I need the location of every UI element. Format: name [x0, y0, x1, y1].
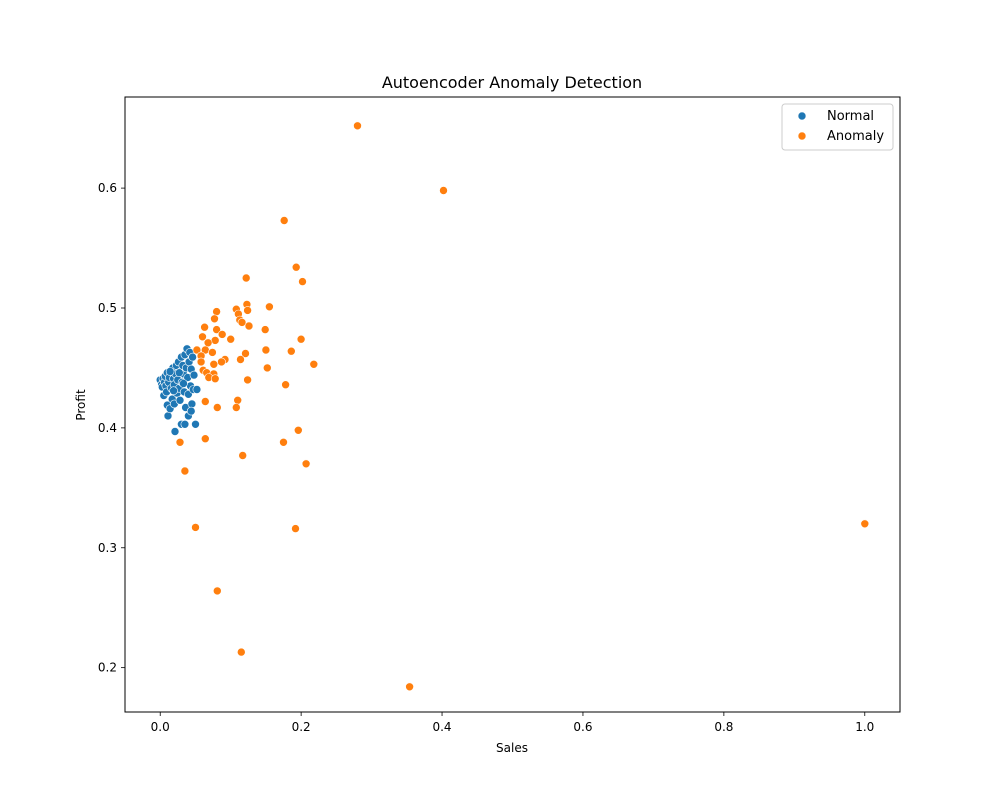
point-anomaly	[296, 334, 306, 344]
point-normal	[191, 419, 200, 429]
x-tick-label: 0.8	[714, 720, 733, 734]
y-tick-label: 0.6	[98, 181, 117, 195]
point-normal	[163, 411, 173, 421]
legend-label-anomaly: Anomaly	[827, 129, 884, 144]
point-anomaly	[210, 314, 219, 324]
point-anomaly	[237, 647, 246, 657]
point-anomaly	[226, 334, 235, 344]
chart-title: Autoencoder Anomaly Detection	[382, 73, 642, 92]
point-anomaly	[286, 346, 296, 356]
legend-marker-anomaly	[797, 131, 807, 141]
point-anomaly	[196, 357, 206, 367]
point-anomaly	[353, 121, 362, 131]
point-anomaly	[232, 403, 241, 412]
x-axis-label: Sales	[496, 741, 528, 755]
point-normal	[188, 352, 197, 362]
point-anomaly	[217, 330, 227, 339]
point-anomaly	[237, 318, 247, 327]
point-anomaly	[860, 519, 870, 529]
x-tick-label: 0.2	[292, 720, 311, 734]
x-tick-label: 1.0	[855, 720, 874, 734]
plot-frame	[124, 96, 901, 713]
legend-marker-normal	[797, 111, 807, 121]
point-anomaly	[192, 345, 202, 355]
point-anomaly	[298, 277, 307, 286]
point-normal	[165, 367, 175, 376]
y-tick-label: 0.4	[98, 421, 117, 435]
x-tick-label: 0.6	[573, 720, 592, 734]
point-normal	[186, 406, 196, 416]
x-tick-label: 0.4	[432, 720, 451, 734]
point-anomaly	[210, 374, 220, 384]
point-anomaly	[201, 397, 210, 406]
point-normal	[175, 395, 185, 405]
point-anomaly	[265, 302, 274, 312]
point-anomaly	[279, 216, 289, 225]
point-anomaly	[260, 325, 270, 334]
point-anomaly	[213, 403, 222, 412]
point-anomaly	[291, 262, 301, 272]
y-axis: 0.2 0.3 0.4 0.5 0.6	[98, 181, 125, 675]
y-tick-label: 0.3	[98, 541, 117, 555]
point-anomaly	[208, 348, 217, 357]
point-anomaly	[439, 186, 448, 195]
point-anomaly	[281, 380, 290, 390]
point-anomaly	[309, 359, 319, 369]
point-normal	[169, 386, 178, 396]
legend-frame	[781, 103, 894, 151]
point-anomaly	[200, 322, 209, 332]
point-normal	[175, 368, 184, 378]
point-anomaly	[243, 375, 252, 385]
x-tick-label: 0.0	[151, 720, 170, 734]
point-anomaly	[213, 586, 222, 596]
y-axis-label: Profit	[74, 389, 88, 421]
point-anomaly	[233, 395, 242, 405]
legend: Normal Anomaly	[781, 103, 894, 151]
point-anomaly	[217, 357, 226, 367]
point-anomaly	[405, 682, 414, 692]
point-anomaly	[236, 355, 245, 364]
point-normal	[189, 370, 199, 380]
point-normal	[170, 427, 180, 436]
point-anomaly	[238, 451, 247, 460]
point-anomaly	[203, 338, 213, 348]
point-anomaly	[209, 359, 219, 369]
point-anomaly	[175, 437, 185, 447]
legend-label-normal: Normal	[827, 109, 874, 124]
point-anomaly	[301, 459, 311, 469]
point-anomaly	[262, 363, 272, 373]
point-anomaly	[241, 273, 251, 283]
point-normal	[192, 385, 202, 394]
point-anomaly	[243, 306, 252, 315]
point-anomaly	[261, 345, 271, 355]
x-axis: 0.0 0.2 0.4 0.6 0.8 1.0	[151, 712, 874, 734]
point-anomaly	[212, 325, 221, 334]
y-tick-label: 0.5	[98, 301, 117, 315]
point-anomaly	[293, 425, 303, 435]
point-anomaly	[180, 466, 190, 476]
point-anomaly	[291, 524, 300, 533]
point-anomaly	[212, 307, 221, 316]
point-anomaly	[191, 523, 200, 532]
point-normal	[187, 399, 197, 409]
point-normal	[179, 379, 188, 388]
point-anomaly	[201, 434, 210, 444]
point-anomaly	[210, 336, 220, 345]
point-anomaly	[244, 321, 254, 331]
plot-area	[155, 121, 870, 692]
point-anomaly	[241, 349, 250, 358]
point-anomaly	[198, 332, 207, 342]
y-tick-label: 0.2	[98, 661, 117, 675]
point-normal	[180, 419, 190, 429]
point-anomaly	[279, 437, 288, 447]
